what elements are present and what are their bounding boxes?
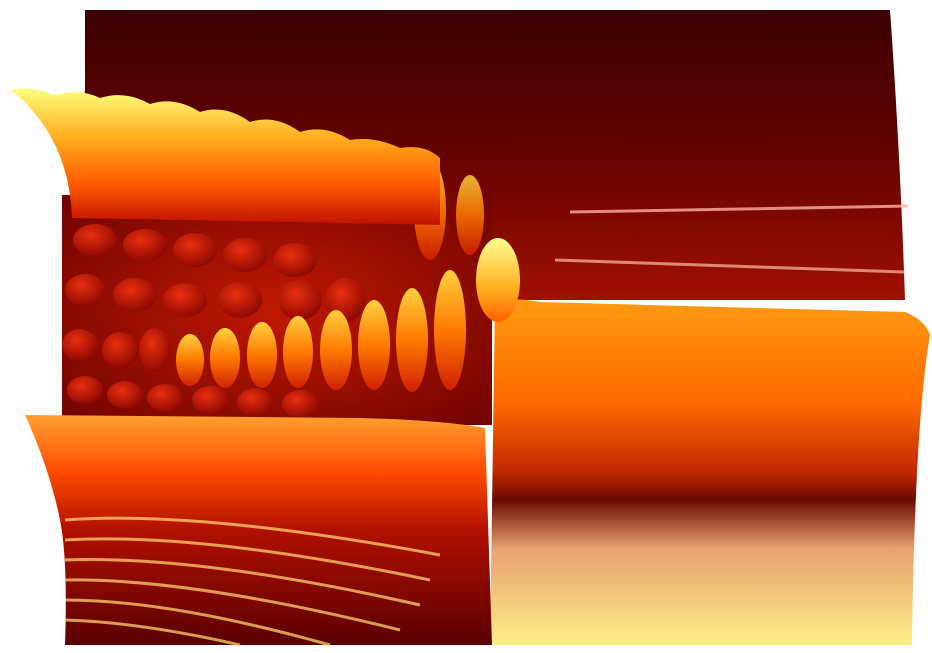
streak	[554, 258, 906, 274]
bump	[278, 280, 322, 320]
ripple	[64, 558, 421, 607]
ripple	[64, 516, 441, 557]
bump	[223, 238, 267, 272]
spike	[320, 310, 352, 390]
bump	[192, 386, 228, 414]
bump	[282, 390, 318, 418]
bump	[139, 328, 171, 372]
ripple	[64, 537, 431, 582]
bump	[73, 224, 117, 256]
bump	[173, 233, 217, 267]
spike	[456, 175, 484, 255]
bump	[67, 376, 103, 404]
left-upper-surface	[10, 88, 440, 225]
ripple	[64, 598, 331, 647]
spike	[210, 328, 240, 388]
peak	[476, 238, 520, 322]
bump	[107, 381, 143, 409]
back-surface	[70, 10, 905, 300]
streak	[569, 204, 909, 214]
ripple	[64, 618, 241, 647]
spike	[396, 288, 428, 392]
bump	[218, 282, 262, 318]
bump	[123, 229, 167, 261]
left-lower-surface	[25, 415, 492, 645]
bump	[62, 329, 98, 361]
bump	[237, 388, 273, 416]
bump	[65, 274, 105, 306]
ripples	[64, 516, 441, 647]
right-surface	[490, 299, 930, 645]
spike	[283, 316, 313, 388]
spike	[434, 270, 466, 390]
bump	[102, 332, 138, 368]
bump	[273, 243, 317, 277]
ripple	[64, 578, 401, 632]
spike-row	[176, 160, 520, 392]
spike	[247, 322, 277, 388]
spike	[358, 300, 390, 390]
bump-field	[62, 224, 365, 418]
bump	[113, 278, 157, 312]
bump	[147, 384, 183, 412]
bump	[163, 283, 207, 317]
spike	[176, 334, 204, 386]
